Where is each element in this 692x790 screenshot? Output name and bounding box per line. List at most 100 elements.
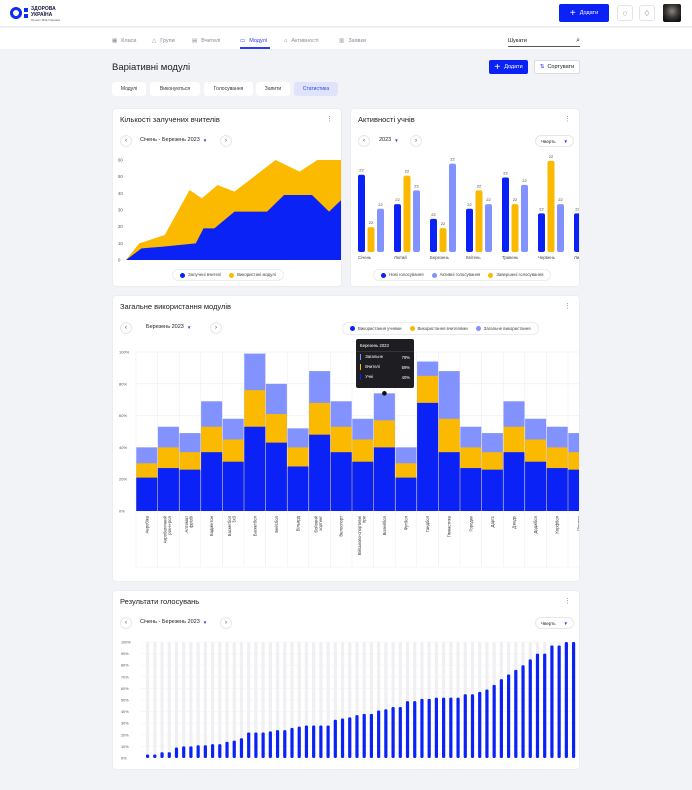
tab[interactable]: Голосування bbox=[204, 82, 253, 96]
bar bbox=[196, 745, 200, 758]
x-tick-label: Військово-спортивніігри bbox=[357, 515, 367, 555]
quarter-select[interactable]: Чверть ▼ bbox=[535, 135, 574, 147]
nav-label: Вчителі bbox=[201, 38, 221, 44]
bar bbox=[333, 719, 337, 758]
stacked-bar-segment bbox=[395, 477, 417, 511]
x-tick-label: Січень bbox=[358, 255, 372, 260]
stacked-bar-segment bbox=[179, 469, 201, 511]
bar bbox=[283, 730, 287, 758]
tooltip-value: 59% bbox=[401, 364, 410, 370]
logo-subtitle: Проєкт МОН України bbox=[31, 18, 60, 22]
x-tick-label: Доджбол bbox=[533, 515, 538, 533]
search-input[interactable]: Шукати ⌕ bbox=[508, 35, 580, 47]
bar bbox=[391, 706, 395, 758]
prev-button[interactable]: ‹ bbox=[120, 135, 132, 147]
bar-value-label: 22 bbox=[369, 220, 374, 225]
search-placeholder: Шукати bbox=[508, 37, 527, 44]
bar bbox=[475, 190, 483, 252]
bar bbox=[167, 752, 171, 758]
legend-dot bbox=[350, 326, 355, 332]
x-tick-label: Травень bbox=[502, 255, 519, 260]
tooltip-value: 79% bbox=[401, 354, 410, 360]
nav-item[interactable]: ▦ Класи bbox=[112, 36, 137, 46]
prev-button[interactable]: ‹ bbox=[120, 617, 132, 629]
add-button[interactable]: + Додати bbox=[559, 4, 609, 22]
stacked-bar-segment bbox=[265, 442, 287, 511]
more-icon[interactable]: ⋮ bbox=[326, 116, 333, 123]
next-button[interactable]: › bbox=[220, 135, 232, 147]
sort-button[interactable]: ⇅ Сортувати bbox=[534, 60, 580, 74]
nav-item[interactable]: ▭ Модулі bbox=[240, 36, 267, 46]
year-select[interactable]: 2023 ▼ bbox=[379, 137, 399, 143]
plus-icon: + bbox=[569, 7, 576, 19]
bar bbox=[521, 184, 528, 252]
bar bbox=[312, 725, 316, 758]
tab[interactable]: Запити bbox=[256, 82, 290, 96]
bar bbox=[511, 204, 519, 252]
quarter-select[interactable]: Чверть ▼ bbox=[535, 617, 574, 629]
bar-track bbox=[210, 642, 215, 758]
chat-button[interactable]: ◌ bbox=[617, 5, 633, 21]
bar-track bbox=[254, 642, 258, 758]
x-tick-label: Бейсбол bbox=[274, 515, 279, 532]
x-tick-label: Баскетбол bbox=[252, 515, 257, 536]
bar bbox=[247, 732, 251, 758]
nav-bar bbox=[0, 28, 692, 49]
bar-track bbox=[160, 642, 164, 758]
bar-track bbox=[225, 642, 229, 758]
logo-text[interactable]: ЗДОРОВА УКРАЇНА bbox=[31, 6, 56, 18]
more-icon[interactable]: ⋮ bbox=[564, 303, 571, 310]
stacked-bar-segment bbox=[136, 477, 158, 511]
x-tick-label: Велоспорт bbox=[339, 516, 344, 537]
y-tick-label: 20 bbox=[118, 224, 123, 229]
bar bbox=[413, 701, 417, 758]
bar-value-label: 22 bbox=[503, 170, 508, 175]
tooltip-title: Березень 2023 bbox=[356, 339, 414, 352]
y-tick-label: 0% bbox=[119, 509, 125, 514]
bar bbox=[384, 709, 388, 758]
bar-value-label: 22 bbox=[414, 183, 419, 188]
bar bbox=[442, 697, 446, 758]
prev-button[interactable]: ‹ bbox=[358, 135, 370, 147]
next-button[interactable]: › bbox=[220, 617, 232, 629]
more-icon[interactable]: ⋮ bbox=[564, 598, 571, 605]
more-icon[interactable]: ⋮ bbox=[564, 116, 571, 123]
caret-down-icon: ▼ bbox=[186, 324, 192, 330]
y-tick-label: 60 bbox=[118, 158, 123, 163]
stacked-bar-chart: 0% 20% 40% 60% 80% 100% Аеробіка Акробатичнийро… bbox=[119, 350, 580, 568]
tab[interactable]: Статистика bbox=[294, 82, 338, 96]
tab[interactable]: Модулі bbox=[112, 82, 146, 96]
y-tick-label: 0 bbox=[118, 258, 121, 263]
x-tick-label: Пілатес bbox=[576, 516, 580, 531]
next-button[interactable]: › bbox=[210, 322, 222, 334]
avatar[interactable] bbox=[663, 4, 681, 22]
next-button[interactable]: › bbox=[410, 135, 422, 147]
add-module-button[interactable]: + Додати bbox=[489, 60, 528, 74]
bar-value-label: 22 bbox=[558, 197, 563, 202]
bar-chart: 0% 10% 20% 30% 40% 50% 60% 70% 80% 90% 100% bbox=[121, 641, 576, 761]
bar bbox=[174, 747, 179, 758]
legend-label: Залучені вчителі bbox=[188, 272, 222, 278]
period-select[interactable]: Березень 2023 ▼ bbox=[146, 324, 191, 330]
caret-down-icon: ▼ bbox=[563, 138, 568, 144]
nav-item[interactable]: △ Групи bbox=[152, 36, 175, 46]
tooltip-marker bbox=[382, 391, 387, 396]
bar bbox=[153, 754, 157, 758]
y-tick-label: 80% bbox=[119, 381, 127, 386]
nav-item[interactable]: ⌂ Активності bbox=[284, 36, 319, 46]
bar bbox=[367, 227, 375, 252]
nav-item[interactable]: ▥ Заявки bbox=[339, 36, 366, 46]
bar bbox=[146, 754, 150, 758]
period-select[interactable]: Січень - Березень 2023 ▼ bbox=[140, 619, 207, 625]
logo-icon bbox=[10, 7, 22, 19]
x-tick-label: Аеробіка bbox=[144, 515, 149, 533]
nav-item[interactable]: ▤ Вчителі bbox=[192, 36, 220, 46]
bar bbox=[420, 698, 424, 758]
prev-button[interactable]: ‹ bbox=[120, 322, 132, 334]
bar-track bbox=[268, 642, 272, 758]
tab[interactable]: Виконуються bbox=[150, 82, 200, 96]
period-select[interactable]: Січень - Березень 2023 ▼ bbox=[140, 137, 207, 143]
bar-value-label: 22 bbox=[467, 202, 472, 207]
caret-down-icon: ▼ bbox=[202, 619, 208, 625]
notifications-button[interactable]: ♢ bbox=[639, 5, 655, 21]
